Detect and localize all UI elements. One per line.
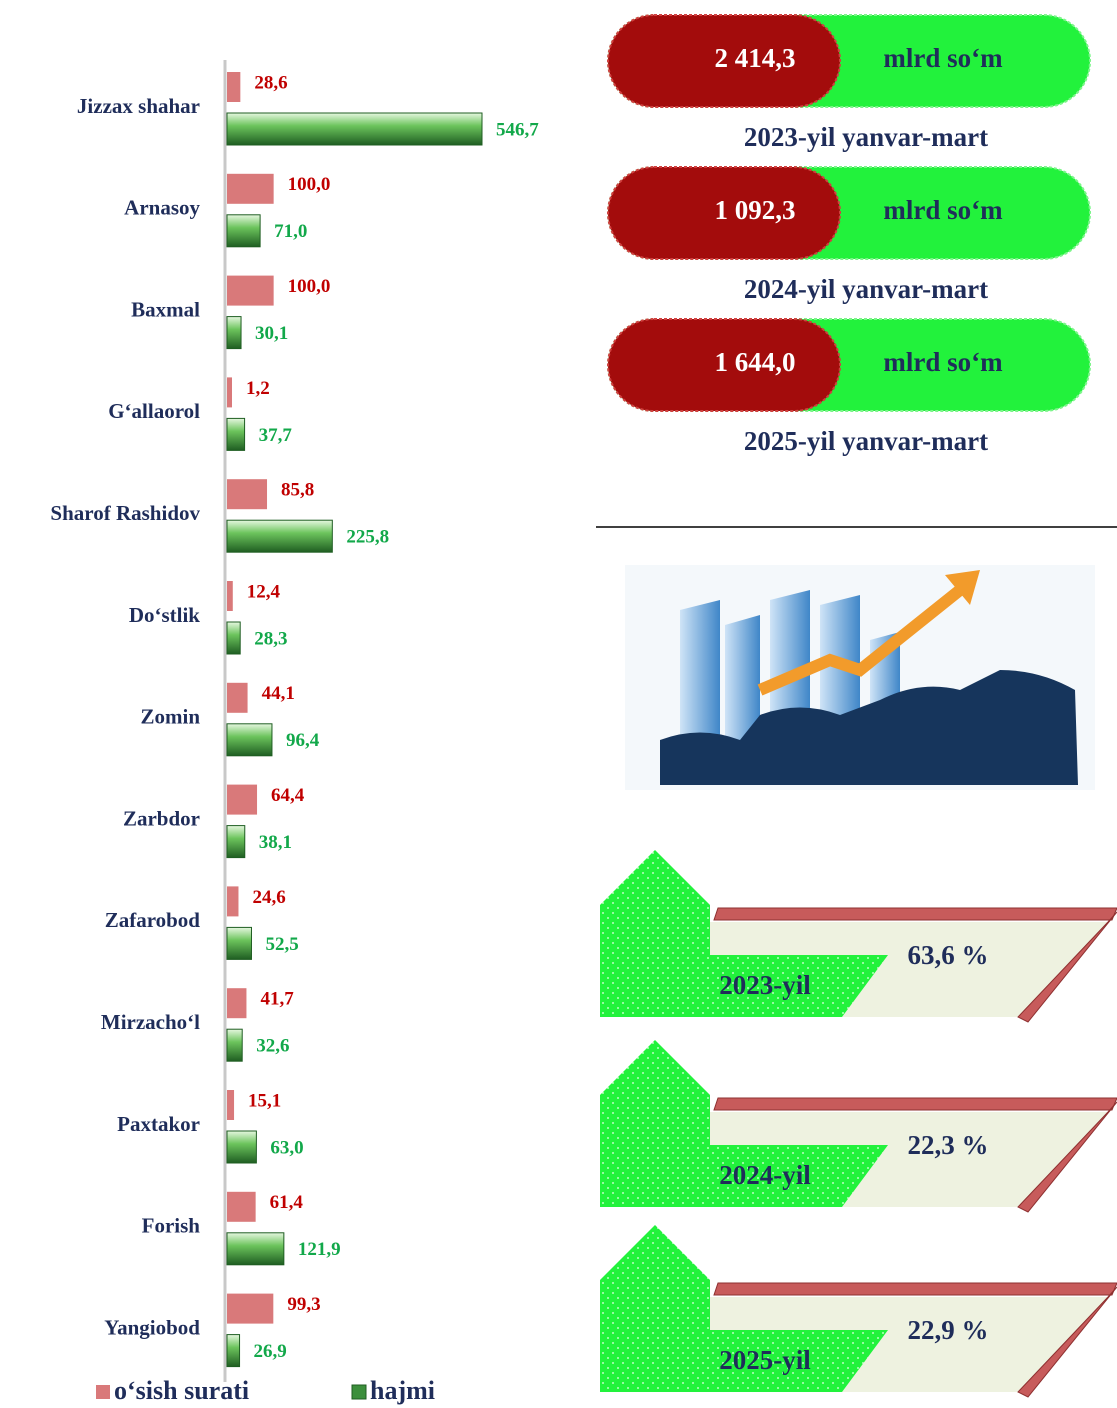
growth-bar [227, 886, 239, 917]
growth-bar [227, 275, 274, 306]
share-year: 2024-yil [719, 1160, 811, 1190]
growth-bar [227, 1090, 235, 1120]
value-label: 37,7 [259, 425, 293, 446]
value-label: 38,1 [259, 832, 292, 853]
value-label: 24,6 [252, 887, 285, 908]
value-label: 64,4 [271, 785, 305, 806]
pill-value [607, 318, 841, 412]
volume-bar [226, 825, 246, 859]
share-percent: 63,6 % [908, 940, 989, 970]
panel-top [713, 1097, 1117, 1111]
value-label: 30,1 [255, 323, 288, 344]
category-label: Arnasoy [124, 196, 200, 220]
growth-bar [227, 1191, 256, 1222]
value-label: 28,3 [254, 628, 287, 649]
legend-label: o‘sish surati [114, 1376, 249, 1405]
growth-bar [227, 988, 247, 1019]
growth-bar [227, 682, 248, 713]
value-label: 71,0 [274, 221, 307, 242]
volume-bar [226, 926, 252, 960]
volume-bar [226, 316, 242, 350]
category-label: Zomin [140, 705, 200, 729]
value-label: 121,9 [298, 1239, 341, 1260]
category-label: Forish [142, 1214, 201, 1238]
legend-swatch [96, 1385, 110, 1399]
value-label: 100,0 [288, 174, 331, 195]
category-label: Sharof Rashidov [50, 501, 200, 525]
period-label: 2025-yil yanvar-mart [744, 426, 988, 456]
pill-value-text: 1 092,3 [715, 195, 796, 225]
category-label: Mirzacho‘l [101, 1010, 200, 1034]
value-label: 100,0 [288, 276, 331, 297]
volume-bar [226, 1232, 285, 1266]
share-year: 2023-yil [719, 970, 811, 1000]
period-label: 2024-yil yanvar-mart [744, 274, 988, 304]
pill-value-text: 1 644,0 [715, 347, 796, 377]
share-percent: 22,3 % [908, 1130, 989, 1160]
volume-bar [226, 1334, 241, 1368]
pill-value [607, 166, 841, 260]
value-label: 52,5 [265, 934, 298, 955]
panel-edge [1017, 1286, 1117, 1398]
growth-bar [227, 784, 258, 815]
category-label: Yangiobod [104, 1315, 200, 1339]
category-label: Baxmal [131, 297, 200, 321]
category-label: Zafarobod [105, 908, 201, 932]
growth-bar [227, 479, 268, 510]
pill-unit-text: mlrd so‘m [883, 195, 1003, 225]
share-year: 2025-yil [719, 1345, 811, 1375]
value-label: 28,6 [254, 72, 287, 93]
panel-top [713, 1282, 1117, 1296]
value-label: 546,7 [496, 119, 539, 140]
growth-bar [227, 1293, 274, 1324]
volume-bar [226, 214, 261, 248]
panel-top [713, 907, 1117, 921]
category-label: Zarbdor [123, 806, 200, 830]
category-label: Jizzax shahar [77, 94, 200, 118]
volume-bar [226, 621, 241, 655]
panel-edge [1017, 911, 1117, 1023]
period-label: 2023-yil yanvar-mart [744, 122, 988, 152]
panel-edge [1017, 1101, 1117, 1213]
value-label: 41,7 [260, 989, 294, 1010]
category-label: Paxtakor [117, 1112, 200, 1136]
value-label: 63,0 [270, 1137, 303, 1158]
value-label: 12,4 [247, 581, 281, 602]
pill-value-text: 2 414,3 [715, 43, 796, 73]
volume-bar [226, 1028, 243, 1062]
growth-bar [227, 377, 232, 408]
value-label: 96,4 [286, 730, 320, 751]
value-label: 44,1 [262, 683, 295, 704]
value-label: 32,6 [256, 1036, 289, 1057]
category-label: G‘allaorol [108, 399, 200, 423]
category-label: Do‘stlik [129, 603, 200, 627]
growth-bar [227, 173, 274, 204]
volume-bar [226, 112, 483, 146]
value-label: 15,1 [248, 1090, 281, 1111]
illustration [625, 565, 1095, 790]
value-label: 61,4 [270, 1192, 304, 1213]
value-label: 85,8 [281, 480, 314, 501]
growth-bar [227, 581, 233, 611]
house-shape [600, 1225, 888, 1392]
pill-unit-text: mlrd so‘m [883, 43, 1003, 73]
growth-bar [227, 72, 241, 102]
value-label: 26,9 [254, 1341, 287, 1362]
pill-value [607, 14, 841, 108]
value-label: 1,2 [246, 378, 270, 399]
volume-bar [226, 723, 273, 757]
value-label: 99,3 [287, 1294, 320, 1315]
house-shape [600, 1040, 888, 1207]
legend-label: hajmi [370, 1376, 435, 1405]
value-label: 225,8 [346, 527, 389, 548]
volume-bar [226, 1130, 257, 1164]
legend-swatch [351, 1384, 367, 1400]
share-percent: 22,9 % [908, 1315, 989, 1345]
volume-bar [226, 519, 333, 553]
volume-bar [226, 417, 246, 451]
house-shape [600, 850, 888, 1017]
pill-unit-text: mlrd so‘m [883, 347, 1003, 377]
